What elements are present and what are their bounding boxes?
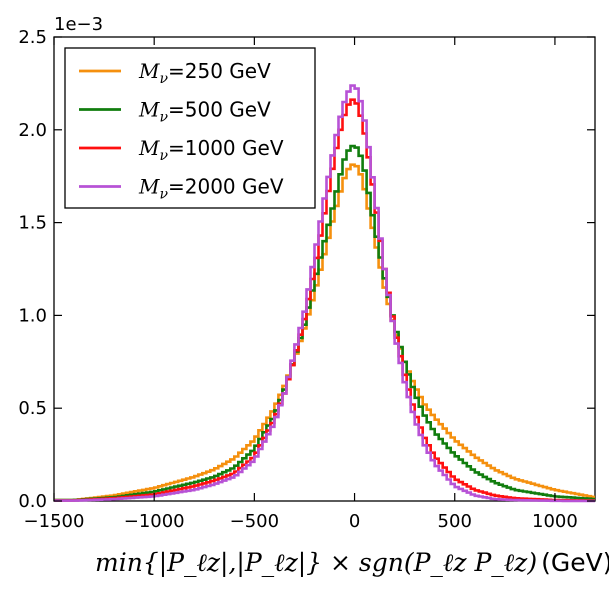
legend-subscript: ν [159,148,168,164]
series-line-3 [54,98,595,502]
x-tick-label: 1000 [532,511,578,532]
legend-symbol: M [138,59,160,83]
x-tick-label: 0 [349,511,360,532]
legend-symbol: M [138,136,160,160]
y-tick-label: 2.5 [18,27,47,48]
legend-label-1: Mν=250 GeV [138,59,271,87]
legend-subscript: ν [159,110,168,126]
legend-box [64,47,316,209]
legend-subscript: ν [159,71,168,87]
series-layer [54,84,595,503]
y-scale-label: 1e−3 [54,14,103,35]
series-line-2 [54,144,595,502]
y-tick-label: 0.0 [18,491,47,512]
y-tick-label: 1.5 [18,213,47,234]
legend-symbol: M [138,175,160,199]
x-tick-label: 500 [438,511,472,532]
x-tick-label: −500 [230,511,279,532]
x-axis-ticks: −1500 −1000 −500 0 500 1000 [24,37,578,532]
legend-label-2: Mν=500 GeV [138,98,271,126]
legend-value: =2000 GeV [168,175,284,199]
legend-value: =1000 GeV [168,136,284,160]
legend-symbol: M [138,98,160,122]
legend-label-3: Mν=1000 GeV [138,136,284,164]
y-tick-label: 1.0 [18,305,47,326]
y-tick-label: 0.5 [18,398,47,419]
series-line-4 [54,84,595,503]
legend-value: =250 GeV [168,59,271,83]
legend-label-4: Mν=2000 GeV [138,175,284,203]
legend-value: =500 GeV [168,98,271,122]
y-axis-ticks: 0.0 0.5 1.0 1.5 2.0 2.5 [18,27,595,512]
series-line-1 [54,163,595,502]
x-axis-label-unit: (GeV) [541,548,609,577]
x-axis-label-math: min{|P_ℓz|,|P_ℓz|} × sgn(P_ℓz P_ℓz) [95,548,537,578]
x-tick-label: −1000 [124,511,185,532]
y-tick-label: 2.0 [18,120,47,141]
x-axis-label: min{|P_ℓz|,|P_ℓz|} × sgn(P_ℓz P_ℓz) (GeV) [95,548,609,578]
legend-subscript: ν [159,187,168,203]
x-tick-label: −1500 [24,511,85,532]
